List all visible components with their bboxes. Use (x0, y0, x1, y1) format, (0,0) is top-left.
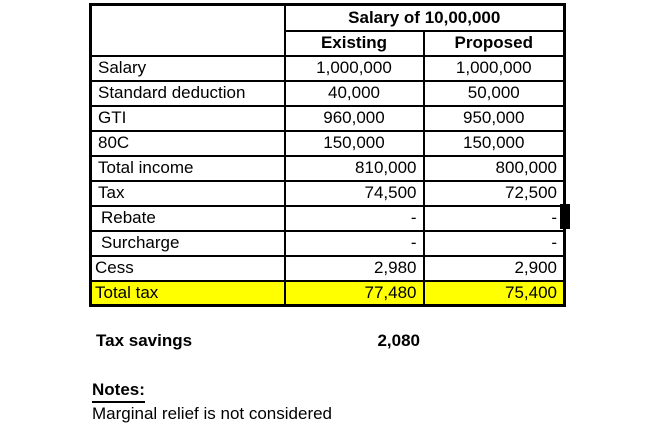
row-label-cell[interactable]: GTI (89, 104, 286, 132)
row-label-cell[interactable]: Surcharge (89, 229, 286, 257)
row-label-cell[interactable]: Cess (89, 254, 286, 282)
row-label-cell[interactable]: Salary (89, 54, 286, 82)
tax-savings-label: Tax savings (96, 331, 193, 350)
row-label-cell[interactable]: Total income (89, 154, 286, 182)
table-row: Rebate - - (89, 204, 566, 232)
row-label-cell[interactable]: Total tax (89, 279, 286, 307)
table-row: Standard deduction 40,000 50,000 (89, 79, 566, 107)
proposed-value-cell[interactable]: 72,500 (422, 179, 566, 207)
row-label-cell[interactable]: Tax (89, 179, 286, 207)
proposed-value-cell[interactable]: 950,000 (422, 104, 566, 132)
existing-value-cell[interactable]: 74,500 (283, 179, 425, 207)
table-row: Surcharge - - (89, 229, 566, 257)
text-cursor-artifact (560, 204, 570, 229)
proposed-value-cell[interactable]: 800,000 (422, 154, 566, 182)
table-row: Total income 810,000 800,000 (89, 154, 566, 182)
table-row: GTI 960,000 950,000 (89, 104, 566, 132)
proposed-value-cell[interactable]: - (422, 204, 566, 232)
existing-value-cell[interactable]: - (283, 204, 425, 232)
tax-savings-value: 2,080 (377, 331, 420, 350)
row-label-cell[interactable]: 80C (89, 129, 286, 157)
existing-value-cell[interactable]: 810,000 (283, 154, 425, 182)
existing-value-cell[interactable]: 77,480 (283, 279, 425, 307)
existing-value-cell[interactable]: 2,980 (283, 254, 425, 282)
proposed-value-cell[interactable]: 1,000,000 (422, 54, 566, 82)
table-row: Tax 74,500 72,500 (89, 179, 566, 207)
existing-value-cell[interactable]: 960,000 (283, 104, 425, 132)
notes-text: Marginal relief is not considered (92, 404, 333, 423)
table-row: 80C 150,000 150,000 (89, 129, 566, 157)
proposed-value-cell[interactable]: 50,000 (422, 79, 566, 107)
existing-value-cell[interactable]: 40,000 (283, 79, 425, 107)
row-label-cell[interactable]: Standard deduction (89, 79, 286, 107)
proposed-value-cell[interactable]: 75,400 (422, 279, 566, 307)
proposed-value-cell[interactable]: 2,900 (422, 254, 566, 282)
proposed-value-cell[interactable]: 150,000 (422, 129, 566, 157)
existing-value-cell[interactable]: - (283, 229, 425, 257)
existing-value-cell[interactable]: 150,000 (283, 129, 425, 157)
table-title: Salary of 10,00,000 (283, 3, 566, 32)
existing-value-cell[interactable]: 1,000,000 (283, 54, 425, 82)
proposed-value-cell[interactable]: - (422, 229, 566, 257)
row-label-cell[interactable]: Rebate (89, 204, 286, 232)
tax-comparison-table: Salary of 10,00,000 Existing Proposed Sa… (89, 3, 566, 307)
table-row: Salary 1,000,000 1,000,000 (89, 54, 566, 82)
column-header-proposed[interactable]: Proposed (422, 29, 566, 57)
corner-empty-cell[interactable] (89, 3, 286, 57)
table-row: Total tax 77,480 75,400 (89, 279, 566, 307)
table-title-row: Salary of 10,00,000 (89, 3, 566, 57)
column-header-existing[interactable]: Existing (283, 29, 425, 57)
column-header-row: Existing Proposed (91, 29, 566, 57)
table-row: Cess 2,980 2,900 (89, 254, 566, 282)
notes-heading: Notes: (92, 380, 145, 403)
